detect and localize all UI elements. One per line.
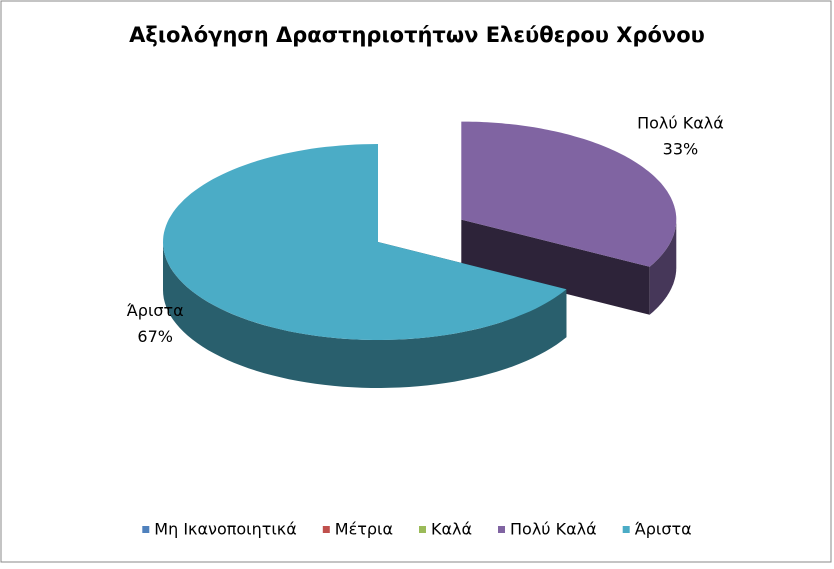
data-label-name: Πολύ Καλά <box>637 114 724 133</box>
legend-item: Καλά <box>419 520 472 539</box>
slice-top <box>163 144 567 340</box>
legend-swatch <box>622 526 630 533</box>
legend-item: Πολύ Καλά <box>498 520 597 539</box>
legend-swatch <box>322 526 330 533</box>
legend-swatch <box>419 526 426 533</box>
data-label-value: 33% <box>663 140 699 159</box>
legend-swatch <box>142 526 150 533</box>
data-label-name: Άριστα <box>127 301 184 320</box>
chart-title: Αξιολόγηση Δραστηριοτήτων Ελεύθερου Χρόν… <box>129 23 705 47</box>
legend-label: Μη Ικανοποιητικά <box>154 520 296 539</box>
legend-swatch <box>498 526 505 533</box>
legend-item: Άριστα <box>622 520 692 539</box>
legend-label: Καλά <box>431 520 472 539</box>
slice-cut-face <box>461 219 650 315</box>
slice <box>461 121 677 315</box>
legend-item: Μέτρια <box>322 520 393 539</box>
legend-label: Πολύ Καλά <box>510 520 597 539</box>
slice <box>163 144 567 388</box>
slice-wall <box>649 219 677 315</box>
data-label-value: 67% <box>137 327 173 346</box>
legend-label: Μέτρια <box>335 520 393 539</box>
legend-item: Μη Ικανοποιητικά <box>142 520 297 539</box>
slice-wall <box>163 242 567 388</box>
slice-top <box>461 121 677 267</box>
legend-label: Άριστα <box>635 520 692 539</box>
